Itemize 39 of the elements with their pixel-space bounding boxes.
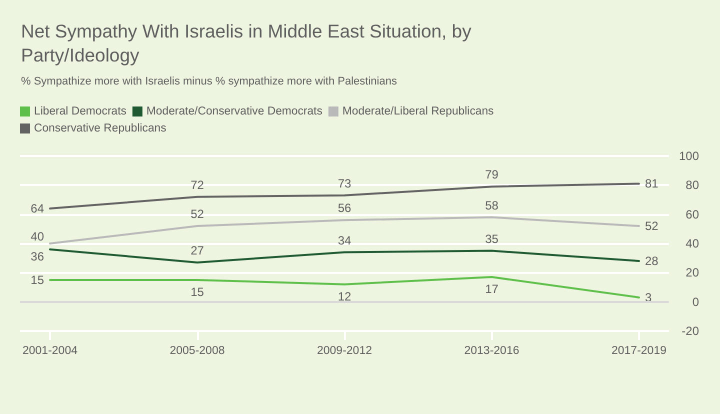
legend-label: Moderate/Liberal Republicans bbox=[342, 106, 494, 118]
y-tick-label: 100 bbox=[678, 149, 700, 163]
data-label: 56 bbox=[338, 201, 352, 216]
data-label: 34 bbox=[338, 233, 352, 248]
data-label: 81 bbox=[645, 176, 659, 191]
data-label: 17 bbox=[485, 282, 499, 296]
data-label: 52 bbox=[645, 219, 659, 233]
line-series bbox=[49, 248, 640, 264]
data-label: 52 bbox=[190, 207, 204, 221]
data-label: 12 bbox=[338, 289, 352, 304]
y-tick-label: 40 bbox=[686, 236, 700, 250]
chart-subtitle: % Sympathize more with Israelis minus % sympathize more with Palestinians bbox=[21, 76, 398, 88]
data-label: 28 bbox=[645, 254, 659, 268]
y-tick-label: 80 bbox=[686, 178, 700, 192]
data-label: 36 bbox=[30, 249, 44, 264]
data-label: 40 bbox=[30, 230, 44, 244]
chart-title: Net Sympathy With Israelis in Middle East Situation, by Party/Ideology bbox=[21, 20, 476, 66]
data-label: 72 bbox=[190, 178, 204, 192]
data-label: 58 bbox=[485, 198, 499, 212]
line-series bbox=[49, 276, 640, 298]
legend-label: Moderate/Conservative Democrats bbox=[146, 106, 323, 118]
x-tick-label: 2001-2004 bbox=[22, 345, 78, 357]
x-tick-label: 2005-2008 bbox=[170, 345, 225, 357]
data-label: 73 bbox=[338, 176, 352, 190]
y-tick-label: 0 bbox=[692, 294, 700, 309]
x-tick-label: 2009-2012 bbox=[317, 345, 372, 357]
data-label: 64 bbox=[30, 202, 44, 216]
y-tick-label: 60 bbox=[686, 207, 700, 222]
legend-label: Conservative Republicans bbox=[34, 122, 167, 134]
data-label: 15 bbox=[30, 272, 44, 287]
data-label: 79 bbox=[485, 168, 499, 182]
y-tick-label: 20 bbox=[686, 266, 700, 280]
y-tick-label: -20 bbox=[682, 324, 700, 338]
x-tick-label: 2013-2016 bbox=[464, 345, 520, 357]
data-label: 35 bbox=[485, 232, 499, 246]
legend-label: Liberal Democrats bbox=[34, 106, 127, 118]
data-label: 27 bbox=[190, 243, 204, 258]
data-label: 15 bbox=[190, 284, 204, 299]
x-tick-label: 2017-2019 bbox=[612, 345, 666, 357]
